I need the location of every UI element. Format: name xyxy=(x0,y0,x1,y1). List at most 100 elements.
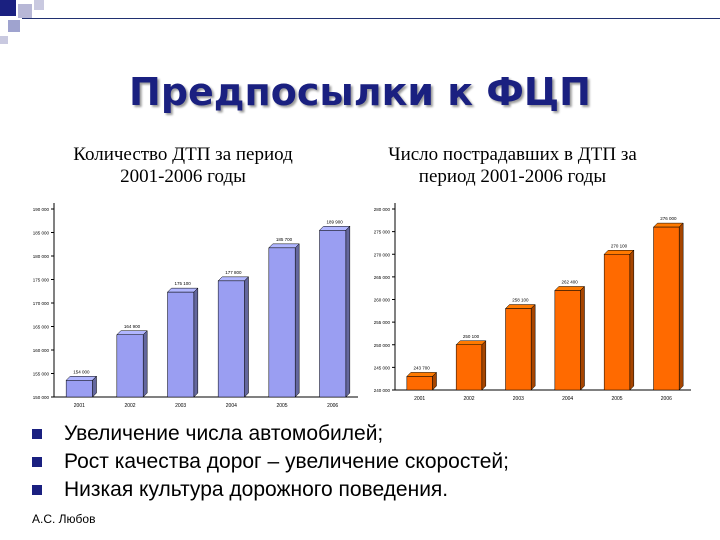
bar-front-face xyxy=(554,290,581,391)
bar-front-face xyxy=(406,376,433,391)
bar-top-face xyxy=(603,250,635,255)
left-chart-title-line1: Количество ДТП за период xyxy=(73,144,293,165)
y-tick-label: 150 000 xyxy=(33,395,50,400)
bar-front-face xyxy=(217,280,245,398)
decor-square-1 xyxy=(0,0,16,16)
y-tick-label: 165 000 xyxy=(33,325,50,330)
bullet-item-2: Рост качества дорог – увеличение скорост… xyxy=(30,448,710,476)
x-tick-label: 2005 xyxy=(276,403,287,409)
bar-top-face xyxy=(116,330,148,336)
y-tick-label: 270 000 xyxy=(374,252,391,257)
bar-front-face xyxy=(268,247,296,398)
bar-top-face xyxy=(554,286,586,291)
bar-side-face xyxy=(629,249,635,391)
data-label: 154 000 xyxy=(73,369,90,374)
x-tick-label: 2002 xyxy=(124,403,135,409)
bar-side-face xyxy=(580,285,585,391)
bar-top-face xyxy=(217,276,250,282)
bar-2005 xyxy=(268,243,300,398)
x-tick-label: 2001 xyxy=(414,396,425,402)
bar-top-face xyxy=(318,226,351,231)
x-tick-label: 2002 xyxy=(463,396,474,402)
x-tick-label: 2006 xyxy=(327,403,338,409)
bar-front-face xyxy=(167,291,195,398)
left-chart-title: Количество ДТП за период 2001-2006 годы xyxy=(28,144,338,188)
bar-side-face xyxy=(142,330,148,398)
y-tick-label: 180 000 xyxy=(33,254,50,259)
y-tick-label: 185 000 xyxy=(33,231,50,236)
y-tick-label: 250 000 xyxy=(374,343,391,348)
data-label: 250 100 xyxy=(463,334,480,339)
data-label: 262 400 xyxy=(562,279,579,284)
victims-bar-chart: 240 000 245 000 250 000 255 000 260 000 265 0… xyxy=(374,203,691,402)
y-tick-label: 240 000 xyxy=(374,388,391,393)
bar-2004 xyxy=(217,276,250,398)
bullet-item-1: Увеличение числа автомобилей; xyxy=(30,420,710,448)
bar-top-face xyxy=(268,243,300,249)
y-tick-label: 265 000 xyxy=(374,275,391,280)
x-tick-label: 2003 xyxy=(513,396,524,402)
bar-side-face xyxy=(345,225,351,398)
data-label: 185 700 xyxy=(276,237,293,242)
bar-2006 xyxy=(318,225,351,398)
bullet-square-icon xyxy=(32,457,42,467)
bar-2003 xyxy=(166,287,199,398)
y-tick-label: 160 000 xyxy=(33,348,50,353)
x-tick-label: 2001 xyxy=(74,403,85,409)
bar-top-face xyxy=(652,222,684,228)
y-tick-label: 190 000 xyxy=(33,207,50,212)
bar-side-face xyxy=(530,303,536,391)
bullet-text-3: Низкая культура дорожного поведения. xyxy=(64,478,449,501)
bar-side-face xyxy=(244,276,249,398)
bullet-item-3: Низкая культура дорожного поведения. xyxy=(30,476,710,504)
y-tick-label: 175 000 xyxy=(33,278,50,283)
bar-2003 xyxy=(504,303,536,391)
bar-2001 xyxy=(65,375,98,398)
bar-front-face xyxy=(603,254,631,391)
x-tick-label: 2004 xyxy=(226,403,237,409)
bar-top-face xyxy=(504,304,536,309)
x-tick-label: 2004 xyxy=(562,396,573,402)
bar-2001 xyxy=(406,371,438,391)
decor-square-2 xyxy=(18,4,32,18)
author-name: А.С. Любов xyxy=(32,512,96,526)
bar-side-face xyxy=(481,340,487,391)
bullet-square-icon xyxy=(32,485,42,495)
bar-2005 xyxy=(603,249,635,391)
data-label: 164 900 xyxy=(124,324,141,329)
bar-front-face xyxy=(505,308,532,391)
x-tick-label: 2005 xyxy=(611,396,622,402)
bar-side-face xyxy=(294,243,300,398)
y-tick-label: 255 000 xyxy=(374,320,391,325)
bar-top-face xyxy=(455,340,487,345)
slide-title: Предпосылки к ФЦП xyxy=(129,70,591,114)
bar-side-face xyxy=(678,222,684,391)
y-tick-label: 170 000 xyxy=(33,301,50,306)
x-tick-label: 2003 xyxy=(175,403,186,409)
data-label: 177 800 xyxy=(225,270,242,275)
bar-front-face xyxy=(319,230,347,398)
data-label: 175 100 xyxy=(175,281,192,286)
data-label: 258 100 xyxy=(512,298,529,303)
bullet-text-2: Рост качества дорог – увеличение скорост… xyxy=(64,450,509,473)
data-label: 189 900 xyxy=(327,219,344,224)
bullet-square-icon xyxy=(32,429,42,439)
bar-2002 xyxy=(116,330,148,398)
bar-top-face xyxy=(166,287,199,293)
bar-front-face xyxy=(653,226,680,391)
bar-side-face xyxy=(92,375,97,398)
decor-square-4 xyxy=(8,20,20,32)
x-tick-label: 2006 xyxy=(661,396,672,402)
bar-front-face xyxy=(455,344,483,391)
decor-square-5 xyxy=(0,36,8,44)
accidents-bar-chart: 150 000 155 000 160 000 165 000 170 000 175 0… xyxy=(33,203,358,409)
data-label: 243 700 xyxy=(414,365,431,370)
y-tick-label: 260 000 xyxy=(374,298,391,303)
y-tick-label: 155 000 xyxy=(33,372,50,377)
bullet-list: Увеличение числа автомобилей; Рост качес… xyxy=(30,420,710,504)
top-rule xyxy=(22,18,720,19)
decor-square-3 xyxy=(34,0,44,10)
bar-2002 xyxy=(455,340,487,391)
left-chart-title-line2: 2001-2006 годы xyxy=(120,166,246,187)
bar-front-face xyxy=(116,334,144,398)
